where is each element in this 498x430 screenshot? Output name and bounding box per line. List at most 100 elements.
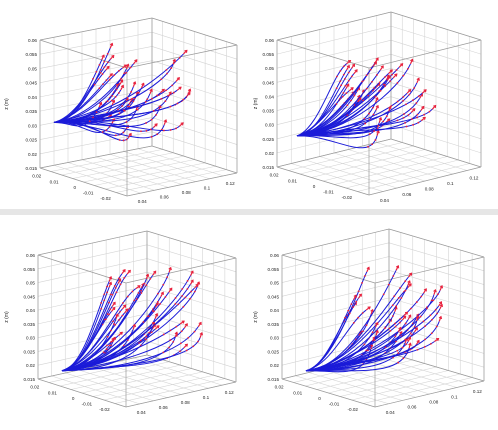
trajectory-arrowhead: [134, 59, 138, 63]
trajectory-marker: [178, 56, 181, 59]
trajectory-arrowhead: [409, 272, 413, 276]
trajectory-marker: [387, 283, 390, 286]
axes-box-edge: [374, 380, 485, 408]
trajectory-marker: [339, 69, 342, 72]
trajectory-marker: [131, 290, 134, 293]
z-tick-label: 0.03: [265, 123, 274, 128]
axes-box-edge: [37, 354, 148, 380]
z-tick-label: 0.045: [24, 294, 36, 299]
z-tick-label: 0.03: [270, 336, 279, 341]
trajectory-marker: [341, 95, 344, 98]
trajectory-marker: [367, 145, 369, 148]
trajectory-marker: [366, 349, 369, 352]
z-tick-label: 0.025: [26, 138, 38, 143]
trajectory-marker: [408, 93, 411, 96]
trajectory-marker: [385, 115, 388, 118]
trajectory-marker: [111, 293, 114, 296]
trajectory-marker: [372, 106, 374, 109]
trajectory-marker: [429, 314, 432, 317]
trajectory-arrowhead: [387, 75, 391, 79]
y-tick-label: 0.04: [380, 198, 389, 203]
trajectory-marker: [137, 292, 140, 294]
trajectory-arrowhead: [111, 54, 115, 59]
trajectory-line: [53, 109, 160, 128]
trajectory-marker: [126, 96, 129, 99]
trajectory-marker: [110, 99, 113, 102]
trajectory-arrowhead: [375, 104, 379, 109]
trajectories: [305, 265, 444, 373]
trajectory-arrowhead: [439, 303, 443, 308]
grid-lines: [276, 11, 482, 196]
trajectory-marker: [398, 321, 401, 324]
trajectory-arrowhead: [422, 116, 426, 120]
trajectory-marker: [155, 113, 157, 116]
z-tick-label: 0.055: [26, 52, 38, 57]
trajectory-marker: [371, 143, 374, 146]
trajectory-marker: [118, 112, 121, 115]
trajectory-marker: [391, 73, 393, 76]
trajectory-arrowhead: [198, 321, 202, 325]
trajectory-marker: [335, 103, 338, 105]
axes-box-edge: [368, 166, 482, 196]
trajectory-arrowhead: [184, 343, 188, 347]
y-tick-labels: 0.04 0.06 0.08 0.1 0.12: [380, 175, 479, 202]
z-tick-label: 0.035: [24, 322, 36, 327]
trajectory-arrowhead: [375, 57, 379, 61]
trajectory-arrowhead: [389, 69, 393, 73]
trajectory-marker: [108, 313, 111, 316]
y-tick-labels: 0.04 0.06 0.08 0.1 0.12: [386, 389, 483, 415]
trajectory-marker: [166, 276, 169, 278]
trajectory-marker: [146, 98, 149, 101]
axes-box-edge: [276, 11, 392, 41]
trajectory-marker: [400, 297, 403, 299]
trajectory-marker: [369, 68, 372, 71]
x-tick-label: 0.02: [30, 385, 39, 390]
trajectory-marker: [388, 327, 391, 330]
trajectory-marker: [407, 67, 409, 70]
grid-line: [116, 169, 227, 193]
trajectory-arrowhead: [433, 289, 437, 293]
trajectory-line: [61, 342, 112, 372]
trajectory-marker: [389, 329, 392, 332]
trajectory-marker: [114, 286, 117, 289]
axes-box-edge: [390, 138, 482, 168]
trajectory-marker: [336, 75, 338, 78]
z-tick-label: 0.055: [24, 267, 36, 272]
trajectory-marker: [113, 74, 116, 76]
trajectory-arrowhead: [358, 97, 362, 101]
trajectory-marker: [112, 320, 114, 323]
trajectory-line: [296, 73, 389, 137]
trajectory-marker: [379, 89, 382, 92]
trajectory-marker: [430, 332, 433, 335]
trajectory-marker: [382, 293, 385, 296]
trajectory-marker: [396, 119, 399, 122]
trajectory-line: [296, 135, 378, 149]
trajectory-marker: [396, 100, 399, 103]
axes-box-edge: [39, 17, 153, 41]
trajectory-marker: [123, 276, 126, 279]
trajectory-marker: [374, 95, 377, 98]
trajectory-arrowhead: [380, 65, 384, 69]
trajectory-line: [305, 309, 367, 372]
trajectory-marker: [383, 327, 386, 330]
y-tick-label: 0.1: [451, 394, 458, 399]
trajectory-arrowhead: [416, 339, 420, 343]
trajectory-arrowhead: [353, 294, 357, 298]
trajectory-marker: [150, 331, 153, 334]
trajectory-marker: [108, 125, 111, 128]
trajectory-marker: [176, 102, 179, 105]
x-tick-label: -0.01: [329, 401, 340, 406]
trajectory-arrowhead: [367, 306, 371, 310]
trajectory-marker: [115, 291, 118, 294]
trajectory-arrowhead: [112, 301, 116, 305]
z-axis-label: z (m): [4, 98, 10, 110]
trajectory-marker: [401, 346, 404, 349]
trajectory-marker: [106, 344, 108, 347]
trajectory-arrowhead: [141, 82, 145, 86]
trajectory-marker: [419, 315, 422, 318]
trajectory-arrowhead: [400, 63, 404, 67]
trajectory-marker: [106, 52, 109, 55]
trajectory-arrowhead: [174, 331, 179, 335]
grid-line: [105, 165, 216, 190]
trajectory-marker: [122, 302, 124, 304]
